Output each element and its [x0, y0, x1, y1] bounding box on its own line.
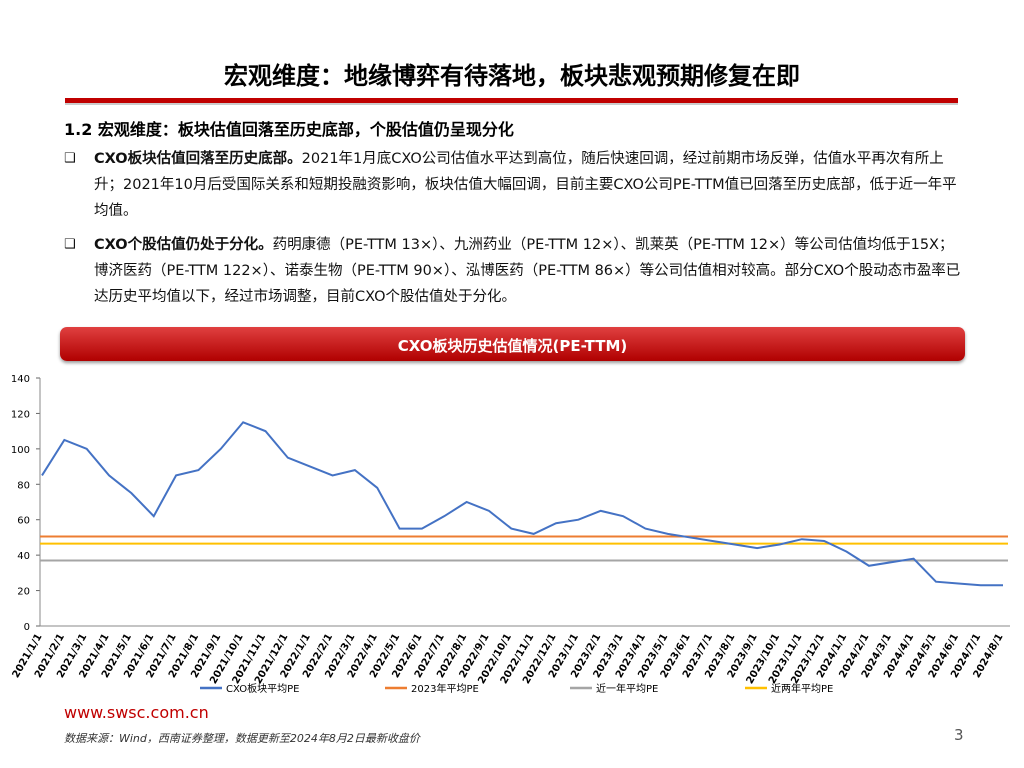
- bullet: CXO个股估值仍处于分化。药明康德（PE-TTM 13×）、九洲药业（PE-TT…: [64, 232, 964, 310]
- y-tick-label: 0: [24, 622, 30, 633]
- bullet-text: 2021年1月底CXO公司估值水平达到高位，随后快速回调，经过前期市场反弹，估值…: [94, 151, 957, 219]
- legend-label: 近一年平均PE: [596, 682, 658, 695]
- y-tick-label: 40: [17, 551, 30, 562]
- site: www.swsc.com.cn: [64, 703, 209, 722]
- chart-title: CXO板块历史估值情况(PE-TTM): [397, 337, 628, 355]
- legend-label: 近两年平均PE: [771, 682, 833, 695]
- y-tick-label: 120: [11, 409, 30, 420]
- y-tick-label: 100: [11, 445, 30, 456]
- source: 数据来源：Wind，西南证券整理，数据更新至2024年8月2日最新收盘价: [64, 732, 420, 745]
- bullet-lead: CXO个股估值仍处于分化。: [94, 237, 273, 253]
- legend-label: CXO板块平均PE: [226, 682, 299, 695]
- title-rule: [65, 98, 958, 105]
- y-tick-label: 80: [17, 480, 30, 491]
- page-number: 3: [954, 726, 964, 744]
- subtitle: 1.2 宏观维度：板块估值回落至历史底部，个股估值仍呈现分化: [64, 120, 514, 139]
- bullet: CXO板块估值回落至历史底部。2021年1月底CXO公司估值水平达到高位，随后快…: [64, 146, 964, 224]
- y-tick-label: 60: [17, 516, 30, 527]
- y-tick-label: 20: [17, 587, 30, 598]
- data-line: [41, 421, 1003, 587]
- legend-label: 2023年平均PE: [411, 682, 479, 695]
- bullet-text: 药明康德（PE-TTM 13×）、九洲药业（PE-TTM 12×）、凯莱英（PE…: [94, 237, 961, 305]
- title: 宏观维度：地缘博弈有待落地，板块悲观预期修复在即: [224, 62, 800, 90]
- y-tick-label: 140: [11, 374, 30, 385]
- bullet-lead: CXO板块估值回落至历史底部。: [94, 151, 302, 167]
- chart-banner: [60, 327, 965, 361]
